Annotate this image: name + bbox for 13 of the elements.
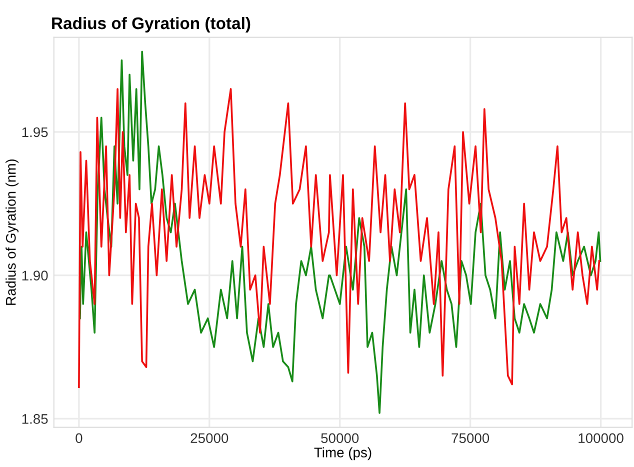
x-tick-label: 25000: [190, 433, 228, 444]
x-tick-label: 50000: [321, 433, 359, 444]
line-series: [79, 50, 602, 414]
chart-title: Radius of Gyration (total): [52, 16, 250, 32]
line-series: [78, 88, 600, 388]
x-tick-label: 0: [76, 433, 82, 444]
x-tick-label: 100000: [578, 433, 624, 444]
x-axis-title: Time (ps): [314, 447, 372, 460]
y-tick-label: 1.85: [22, 414, 48, 424]
y-axis-title: Radius of Gyration (nm): [6, 159, 19, 305]
x-tick-label: 75000: [452, 433, 490, 444]
y-tick-label: 1.90: [22, 270, 48, 281]
y-tick-label: 1.95: [22, 127, 48, 138]
